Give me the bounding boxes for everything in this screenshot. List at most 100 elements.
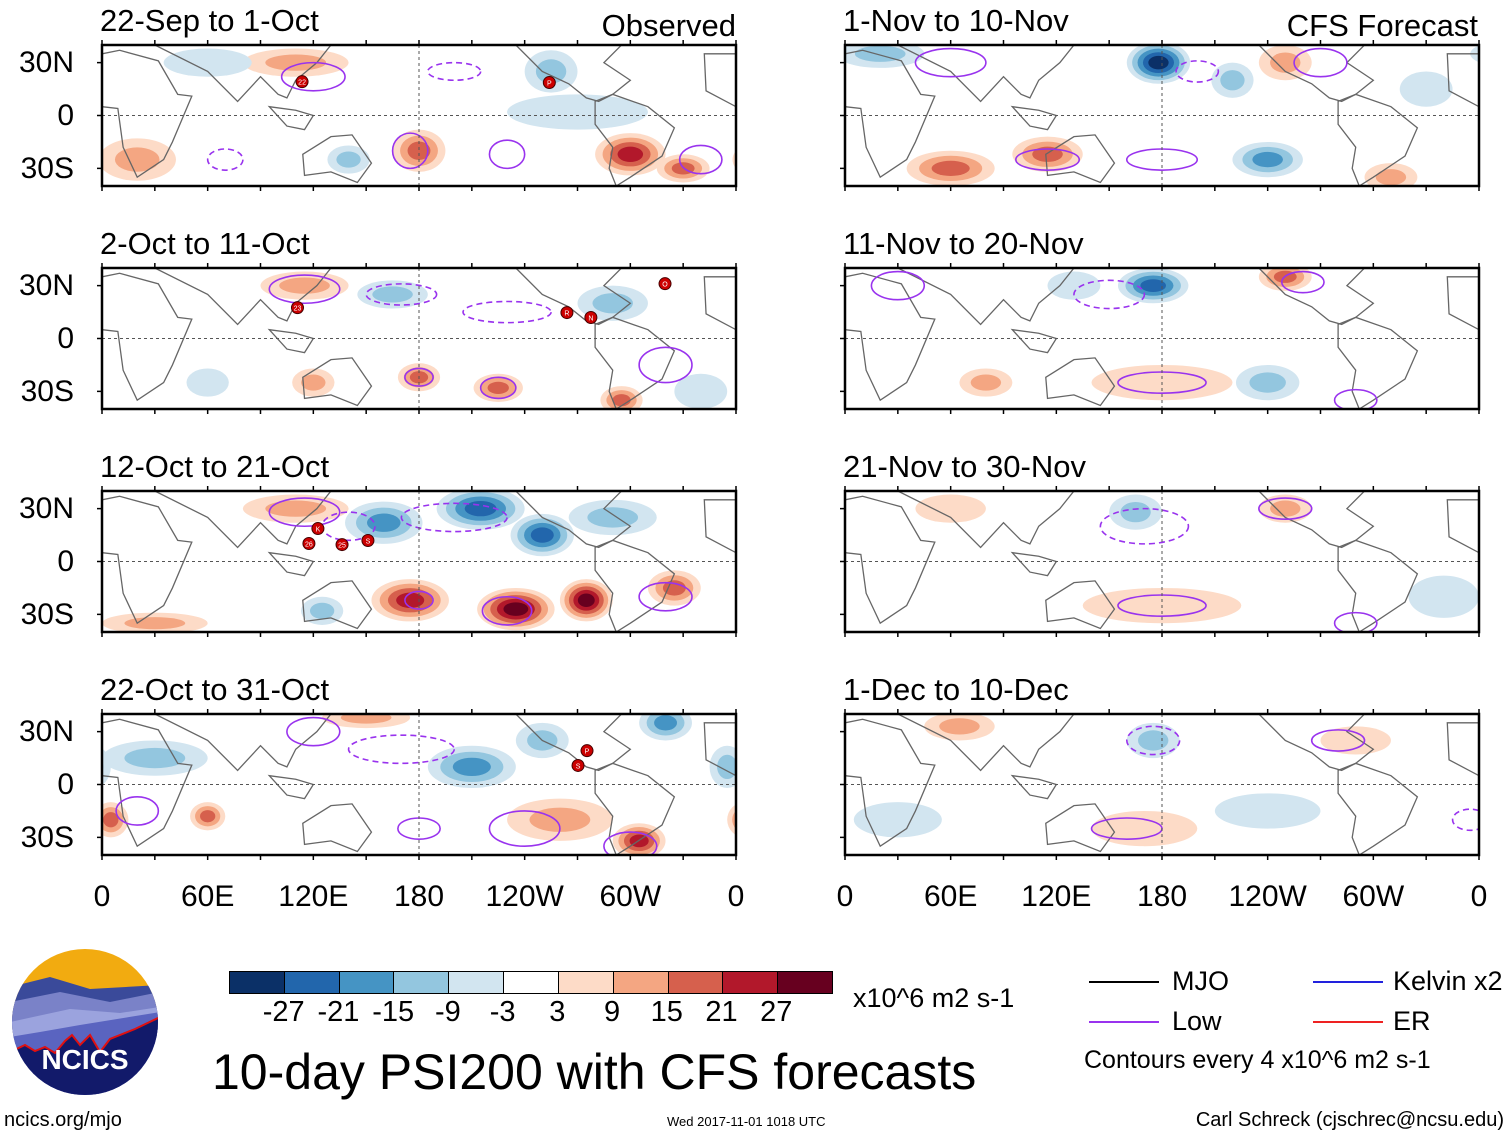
lon-tick-label: 120E bbox=[1021, 880, 1092, 913]
anomaly-blob bbox=[163, 48, 252, 77]
storm-label: 25 bbox=[338, 543, 346, 550]
colorbar-units: x10^6 m2 s-1 bbox=[853, 983, 1015, 1013]
lat-tick-label: 30S bbox=[20, 374, 74, 408]
anomaly-blob bbox=[1220, 70, 1245, 91]
coastline bbox=[897, 45, 1075, 103]
footer-timestamp: Wed 2017-11-01 1018 UTC bbox=[667, 1114, 826, 1129]
coastline bbox=[1045, 357, 1116, 407]
coastline bbox=[897, 268, 1075, 326]
legend-kelvin-label: Kelvin x2 bbox=[1393, 966, 1503, 996]
colorbar bbox=[229, 971, 833, 994]
coastline bbox=[102, 272, 193, 402]
coastline bbox=[102, 49, 193, 179]
storm-marker: P bbox=[542, 76, 556, 90]
colorbar-swatch bbox=[284, 972, 340, 993]
low-contour bbox=[1333, 388, 1378, 409]
lon-tick-label: 0 bbox=[1470, 880, 1488, 913]
anomaly-blob bbox=[265, 500, 327, 517]
storm-icon bbox=[560, 306, 574, 320]
low-contour bbox=[488, 810, 561, 847]
storm-marker: K bbox=[311, 522, 325, 536]
lon-tick-label: 120W bbox=[1228, 880, 1307, 913]
coastline bbox=[1010, 105, 1058, 131]
anomaly-blob bbox=[939, 718, 980, 735]
lat-tick-label: 30N bbox=[18, 491, 74, 525]
coastline bbox=[1257, 491, 1375, 549]
lon-tick-label: 60E bbox=[923, 880, 978, 913]
anomaly-blob bbox=[535, 59, 567, 84]
map-panel bbox=[840, 263, 1481, 414]
storm-label: 26 bbox=[305, 542, 313, 549]
anomaly-blob bbox=[1120, 502, 1151, 523]
footer-url[interactable]: ncics.org/mjo bbox=[4, 1109, 122, 1131]
legend-mjo-label: MJO bbox=[1172, 966, 1229, 996]
storm-marker: P bbox=[580, 744, 594, 758]
coastline bbox=[1446, 722, 1479, 777]
anomaly-blob bbox=[487, 381, 509, 394]
low-contour bbox=[1125, 725, 1181, 756]
coastline bbox=[102, 495, 193, 625]
map-content bbox=[845, 491, 1479, 632]
anomaly-blob bbox=[617, 146, 644, 162]
coastline bbox=[1045, 580, 1116, 630]
storm-icon bbox=[658, 277, 672, 291]
low-contour bbox=[400, 502, 508, 533]
anomaly-blob bbox=[301, 374, 326, 391]
storm-label: S bbox=[366, 539, 371, 546]
colorbar-tick-label: 15 bbox=[650, 996, 683, 1028]
coastline bbox=[1337, 93, 1419, 186]
low-contour bbox=[479, 376, 517, 400]
coastline bbox=[102, 718, 193, 848]
low-contour bbox=[462, 300, 552, 324]
coastline bbox=[1257, 45, 1375, 103]
colorbar-swatch bbox=[723, 972, 779, 993]
lat-tick-label: 30N bbox=[18, 45, 74, 79]
colorbar-swatch bbox=[504, 972, 559, 993]
low-contour bbox=[481, 595, 533, 626]
map-content bbox=[845, 714, 1479, 855]
colorbar-tick-label: -15 bbox=[372, 996, 415, 1028]
map-panel bbox=[840, 486, 1481, 637]
low-contour bbox=[488, 139, 526, 170]
anomaly-blob bbox=[1138, 730, 1169, 751]
panel-title: 1-Nov to 10-Nov bbox=[843, 3, 1069, 38]
coastline bbox=[703, 53, 736, 108]
colorbar-tick-label: -21 bbox=[317, 996, 360, 1028]
colorbar-swatch bbox=[449, 972, 505, 993]
low-contour bbox=[638, 581, 693, 612]
colorbar-tick-label: 27 bbox=[760, 996, 793, 1028]
lat-tick-label: 0 bbox=[57, 98, 74, 132]
coastline bbox=[1045, 803, 1116, 853]
storm-marker: 26 bbox=[302, 537, 316, 551]
anomaly-blob bbox=[1252, 151, 1283, 168]
anomaly-blob bbox=[464, 500, 497, 517]
storm-label: P bbox=[547, 81, 552, 88]
anomaly-blob bbox=[279, 277, 330, 294]
anomaly-blob bbox=[503, 602, 529, 616]
map-content: PS bbox=[102, 714, 736, 855]
ncics-logo: NCICS bbox=[12, 949, 158, 1095]
low-contour bbox=[1293, 47, 1348, 78]
map-content bbox=[845, 45, 1479, 186]
anomaly-blob bbox=[1320, 726, 1391, 755]
storm-label: S bbox=[576, 763, 581, 770]
storm-marker: O bbox=[658, 277, 672, 291]
lon-tick-label: 120E bbox=[278, 880, 349, 913]
storm-label: 22 bbox=[298, 80, 306, 87]
anomaly-blob bbox=[507, 94, 648, 130]
coastline bbox=[1257, 268, 1375, 326]
map-panel: 23 R N O bbox=[97, 263, 738, 414]
colorbar-swatch bbox=[778, 972, 832, 993]
anomaly-blob bbox=[1047, 271, 1101, 300]
low-contour bbox=[1310, 729, 1366, 752]
coastline bbox=[703, 499, 736, 554]
map-content: 23 R N O bbox=[102, 268, 736, 409]
coastline bbox=[302, 803, 373, 853]
lat-tick-label: 30N bbox=[18, 268, 74, 302]
low-contour bbox=[365, 283, 438, 306]
map-root: 23 R N O bbox=[97, 263, 738, 414]
panel-title: 22-Oct to 31-Oct bbox=[100, 672, 330, 707]
storm-marker: R bbox=[560, 306, 574, 320]
low-contour bbox=[1175, 60, 1220, 83]
map-root: 22 P bbox=[97, 40, 738, 191]
